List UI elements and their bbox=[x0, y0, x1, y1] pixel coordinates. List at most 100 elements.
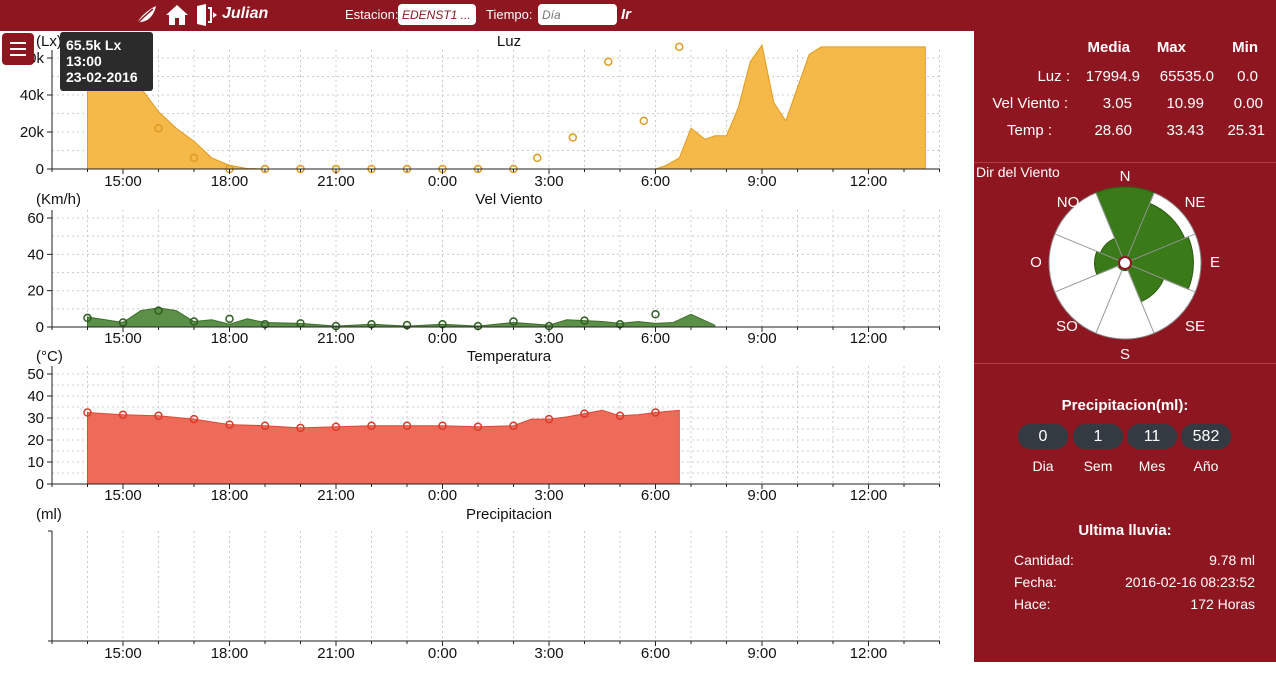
x-tick-label: 15:00 bbox=[104, 330, 142, 347]
data-point bbox=[604, 57, 613, 66]
wind-rose-spoke bbox=[1095, 262, 1126, 334]
chart-title: Vel Viento bbox=[475, 191, 542, 208]
chart-0: 15:00 18:00 21:00 0:00 3:00 6:00 9:00 12:00 0 20k… bbox=[20, 33, 940, 190]
tiempo-label: Tiempo: bbox=[486, 7, 533, 22]
data-point bbox=[544, 414, 554, 424]
y-tick-label: 60 bbox=[27, 210, 44, 227]
wind-rose-title: Dir del Viento bbox=[976, 164, 1060, 180]
x-tick-label: 6:00 bbox=[641, 173, 670, 190]
x-tick-label: 9:00 bbox=[747, 173, 776, 190]
precip-ano-label: Año bbox=[1193, 458, 1219, 474]
logout-icon[interactable] bbox=[194, 3, 218, 27]
chart-1: 15:00 18:00 21:00 0:00 3:00 6:00 9:00 12:00 0 20 4… bbox=[27, 191, 940, 347]
precip-ano-value: 582 bbox=[1181, 424, 1231, 449]
y-tick-label: 20 bbox=[27, 432, 44, 449]
x-tick-label: 15:00 bbox=[104, 173, 142, 190]
stats-luz-max: 65535.0 bbox=[1159, 68, 1214, 85]
x-tick-label: 15:00 bbox=[104, 487, 142, 504]
x-tick-label: 18:00 bbox=[211, 645, 249, 662]
data-point bbox=[83, 408, 92, 417]
precip-dia-value: 0 bbox=[1018, 424, 1068, 449]
x-tick-label: 21:00 bbox=[317, 330, 355, 347]
x-tick-label: 18:00 bbox=[211, 173, 249, 190]
stats-viento-label: Vel Viento : bbox=[992, 95, 1068, 112]
last-rain-fecha: 2016-02-16 08:23:52 bbox=[1125, 574, 1255, 590]
data-point bbox=[675, 42, 684, 52]
stats-header-media: Media bbox=[1087, 39, 1130, 56]
x-tick-label: 12:00 bbox=[850, 173, 888, 190]
y-tick-label: 50 bbox=[27, 366, 44, 383]
x-tick-label: 18:00 bbox=[211, 487, 249, 504]
data-point bbox=[438, 421, 447, 430]
y-tick-label: 0 bbox=[36, 161, 44, 178]
data-point bbox=[331, 422, 341, 432]
data-point bbox=[533, 153, 542, 163]
wind-rose-label: SE bbox=[1185, 318, 1205, 335]
y-tick-label: 0 bbox=[36, 319, 44, 336]
wind-rose-label: O bbox=[1030, 254, 1042, 271]
y-tick-label: 30 bbox=[27, 410, 44, 427]
stats-temp-max: 33.43 bbox=[1166, 122, 1204, 139]
data-point bbox=[296, 423, 305, 433]
last-rain-hace-label: Hace: bbox=[1014, 596, 1051, 612]
stats-temp-label: Temp : bbox=[1006, 122, 1052, 139]
data-point bbox=[651, 310, 660, 319]
stats-viento-min: 0.00 bbox=[1233, 95, 1263, 112]
x-tick-label: 0:00 bbox=[428, 330, 457, 347]
data-point bbox=[509, 421, 518, 430]
stats-header-max: Max bbox=[1156, 39, 1186, 56]
data-point bbox=[580, 409, 589, 418]
data-point bbox=[154, 124, 163, 133]
data-point bbox=[189, 414, 199, 424]
wind-rose-spoke bbox=[1054, 262, 1126, 293]
x-tick-label: 6:00 bbox=[641, 645, 670, 662]
x-tick-label: 3:00 bbox=[534, 645, 563, 662]
hamburger-icon bbox=[10, 42, 26, 44]
data-point bbox=[639, 116, 649, 126]
tiempo-input[interactable] bbox=[538, 4, 617, 25]
x-tick-label: 12:00 bbox=[850, 645, 888, 662]
chart-3: 15:00 18:00 21:00 0:00 3:00 6:00 9:00 12:00 Prec… bbox=[36, 506, 940, 662]
data-point bbox=[225, 314, 234, 324]
wind-rose-label: E bbox=[1210, 254, 1220, 271]
y-tick-label: 40 bbox=[27, 246, 44, 263]
y-tick-label: 40k bbox=[20, 87, 45, 104]
x-tick-label: 15:00 bbox=[104, 645, 142, 662]
wind-rose-label: S bbox=[1120, 346, 1130, 363]
last-rain-title: Ultima lluvia: bbox=[1078, 522, 1172, 539]
x-tick-label: 21:00 bbox=[317, 173, 355, 190]
precip-title: Precipitacion(ml): bbox=[1061, 397, 1189, 414]
leaf-icon[interactable] bbox=[132, 3, 160, 27]
data-point bbox=[118, 410, 128, 419]
x-tick-label: 0:00 bbox=[428, 487, 457, 504]
y-tick-label: 20k bbox=[20, 124, 45, 141]
x-tick-label: 9:00 bbox=[747, 330, 776, 347]
stats-header-min: Min bbox=[1232, 39, 1258, 56]
tooltip-value: 65.5k Lx bbox=[66, 37, 122, 53]
data-point bbox=[225, 420, 234, 429]
go-button[interactable]: Ir bbox=[621, 6, 632, 23]
data-point bbox=[568, 133, 578, 142]
charts-area: 15:00 18:00 21:00 0:00 3:00 6:00 9:00 12:00 0 20k… bbox=[20, 33, 940, 662]
estacion-input[interactable] bbox=[398, 4, 476, 25]
x-tick-label: 21:00 bbox=[317, 645, 355, 662]
series-area bbox=[87, 307, 716, 328]
estacion-label: Estacion: bbox=[345, 7, 399, 22]
last-rain-hace: 172 Horas bbox=[1190, 596, 1255, 612]
divider bbox=[974, 363, 1276, 364]
menu-button[interactable] bbox=[2, 33, 34, 65]
data-point bbox=[118, 318, 128, 327]
series-area bbox=[87, 409, 680, 485]
stats-luz-label: Luz : bbox=[1037, 68, 1070, 85]
data-point bbox=[367, 421, 376, 430]
home-icon[interactable] bbox=[164, 3, 190, 27]
data-point bbox=[189, 153, 199, 163]
chart-y-label: (ml) bbox=[36, 506, 62, 523]
stats-sidebar: Media Max Min Luz : 17994.9 65535.0 0.0 … bbox=[974, 31, 1276, 662]
chart-y-label: (°C) bbox=[36, 348, 63, 365]
wind-rose-spoke bbox=[1124, 262, 1196, 293]
x-tick-label: 3:00 bbox=[534, 330, 563, 347]
data-point bbox=[83, 313, 92, 323]
user-name[interactable]: Julian bbox=[222, 5, 269, 22]
x-tick-label: 12:00 bbox=[850, 330, 888, 347]
